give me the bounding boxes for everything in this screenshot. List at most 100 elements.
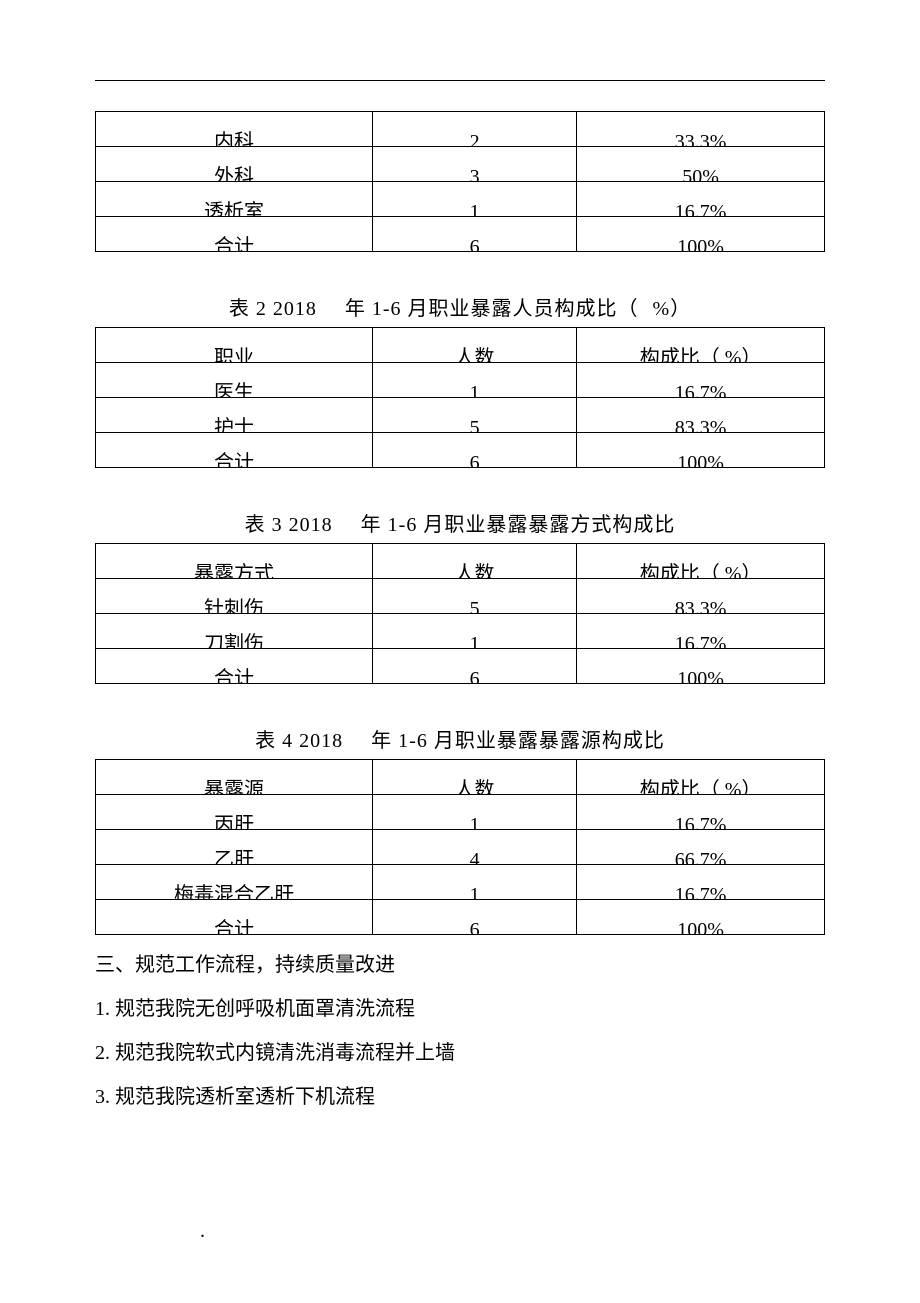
cell: 梅毒混合乙肝 — [96, 865, 373, 900]
cell-text: 人数 — [373, 348, 576, 363]
cell-dept: 透析室 — [96, 182, 373, 217]
cell-pct: 16.7% — [577, 795, 825, 830]
cell-text: 1 — [373, 202, 576, 217]
header-cell: 职业 — [96, 328, 373, 363]
cell-text: 6 — [373, 669, 576, 684]
cell-count: 1 — [373, 182, 577, 217]
cell-text: 16.7% — [577, 202, 824, 217]
cell-text: 4 — [373, 850, 576, 865]
table-row: 乙肝 4 66.7% — [96, 830, 825, 865]
cell: 1 — [373, 614, 577, 649]
cell-text: 护士 — [96, 418, 372, 433]
cell: 6 — [373, 900, 577, 935]
cell-pct: 100% — [577, 900, 825, 935]
cell-text: 100% — [577, 920, 824, 935]
cell: 1 — [373, 865, 577, 900]
cell: 医生 — [96, 363, 373, 398]
cell-pct: 33.3% — [577, 112, 825, 147]
table-row: 护士 5 83.3% — [96, 398, 825, 433]
table-row: 刀割伤 1 16.7% — [96, 614, 825, 649]
cell: 1 — [373, 363, 577, 398]
cell-text: 医生 — [96, 383, 372, 398]
top-rule — [95, 80, 825, 81]
cell: 5 — [373, 579, 577, 614]
cell-pct: 16.7% — [577, 614, 825, 649]
cell: 乙肝 — [96, 830, 373, 865]
cell-text: 50% — [577, 167, 824, 182]
cell-text: 100% — [577, 669, 824, 684]
list-item-2: 2. 规范我院软式内镜清洗消毒流程并上墙 — [95, 1033, 825, 1073]
table-3-caption: 表 3 2018 年 1-6 月职业暴露暴露方式构成比 — [95, 508, 825, 537]
cell-pct: 83.3% — [577, 579, 825, 614]
cell-dept: 内科 — [96, 112, 373, 147]
cell: 丙肝 — [96, 795, 373, 830]
cell-pct: 50% — [577, 147, 825, 182]
cell-text: 1 — [373, 815, 576, 830]
list-item-1: 1. 规范我院无创呼吸机面罩清洗流程 — [95, 989, 825, 1029]
cell: 合计 — [96, 649, 373, 684]
table-row: 合计 6 100% — [96, 217, 825, 252]
cell-text: 合计 — [96, 669, 372, 684]
cell-text: 16.7% — [577, 634, 824, 649]
caption-part: 表 3 2018 — [245, 514, 333, 536]
cell-text: 乙肝 — [96, 850, 372, 865]
caption-part: 表 4 2018 — [255, 730, 343, 752]
table-row: 医生 1 16.7% — [96, 363, 825, 398]
cell-text: 6 — [373, 453, 576, 468]
cell: 合计 — [96, 433, 373, 468]
table-row: 透析室 1 16.7% — [96, 182, 825, 217]
cell-text: 透析室 — [96, 202, 372, 217]
cell-text: 83.3% — [577, 599, 824, 614]
cell-text: 5 — [373, 418, 576, 433]
cell-text: 构成比（ %） — [577, 348, 824, 363]
cell-text: 66.7% — [577, 850, 824, 865]
header-cell: 构成比（ %） — [577, 544, 825, 579]
table-4-caption: 表 4 2018年 1-6 月职业暴露暴露源构成比 — [95, 724, 825, 753]
cell-text: 33.3% — [577, 132, 824, 147]
cell-text: 2 — [373, 132, 576, 147]
cell-text: 外科 — [96, 167, 372, 182]
header-cell: 暴露源 — [96, 760, 373, 795]
cell-text: 构成比（ %） — [577, 564, 824, 579]
table-row: 梅毒混合乙肝 1 16.7% — [96, 865, 825, 900]
header-cell: 构成比（ %） — [577, 760, 825, 795]
cell: 刀割伤 — [96, 614, 373, 649]
cell-pct: 66.7% — [577, 830, 825, 865]
table-row: 合计 6 100% — [96, 433, 825, 468]
cell-dept: 外科 — [96, 147, 373, 182]
cell-pct: 16.7% — [577, 865, 825, 900]
header-cell: 人数 — [373, 328, 577, 363]
cell-text: 100% — [577, 453, 824, 468]
cell-text: 16.7% — [577, 815, 824, 830]
table-1: 内科 2 33.3% 外科 3 50% 透析室 1 16.7% 合计 6 100… — [95, 111, 825, 252]
cell-text: 5 — [373, 599, 576, 614]
cell-text: 刀割伤 — [96, 634, 372, 649]
cell-pct: 100% — [577, 217, 825, 252]
cell: 护士 — [96, 398, 373, 433]
table-row: 合计 6 100% — [96, 649, 825, 684]
cell: 合计 — [96, 900, 373, 935]
table-row: 丙肝 1 16.7% — [96, 795, 825, 830]
table-2: 职业 人数 构成比（ %） 医生 1 16.7% 护士 5 83.3% 合计 6… — [95, 327, 825, 468]
cell: 针刺伤 — [96, 579, 373, 614]
cell-pct: 16.7% — [577, 363, 825, 398]
cell-text: 100% — [577, 237, 824, 252]
cell-count: 2 — [373, 112, 577, 147]
caption-part: 年 1-6 月职业暴露暴露方式构成比 — [361, 514, 676, 536]
cell-count: 6 — [373, 217, 577, 252]
cell-pct: 16.7% — [577, 182, 825, 217]
cell-text: 1 — [373, 383, 576, 398]
table-2-caption: 表 2 2018年 1-6 月职业暴露人员构成比（%） — [95, 292, 825, 321]
cell: 5 — [373, 398, 577, 433]
cell-text: 16.7% — [577, 885, 824, 900]
list-item-3: 3. 规范我院透析室透析下机流程 — [95, 1077, 825, 1117]
table-header-row: 暴露方式 人数 构成比（ %） — [96, 544, 825, 579]
table-header-row: 职业 人数 构成比（ %） — [96, 328, 825, 363]
caption-part: %） — [653, 298, 692, 320]
table-4: 暴露源 人数 构成比（ %） 丙肝 1 16.7% 乙肝 4 66.7% 梅毒混… — [95, 759, 825, 935]
cell-text: 3 — [373, 167, 576, 182]
cell-text: 6 — [373, 920, 576, 935]
header-cell: 暴露方式 — [96, 544, 373, 579]
cell-text: 职业 — [96, 348, 372, 363]
cell-text: 暴露源 — [96, 780, 372, 795]
